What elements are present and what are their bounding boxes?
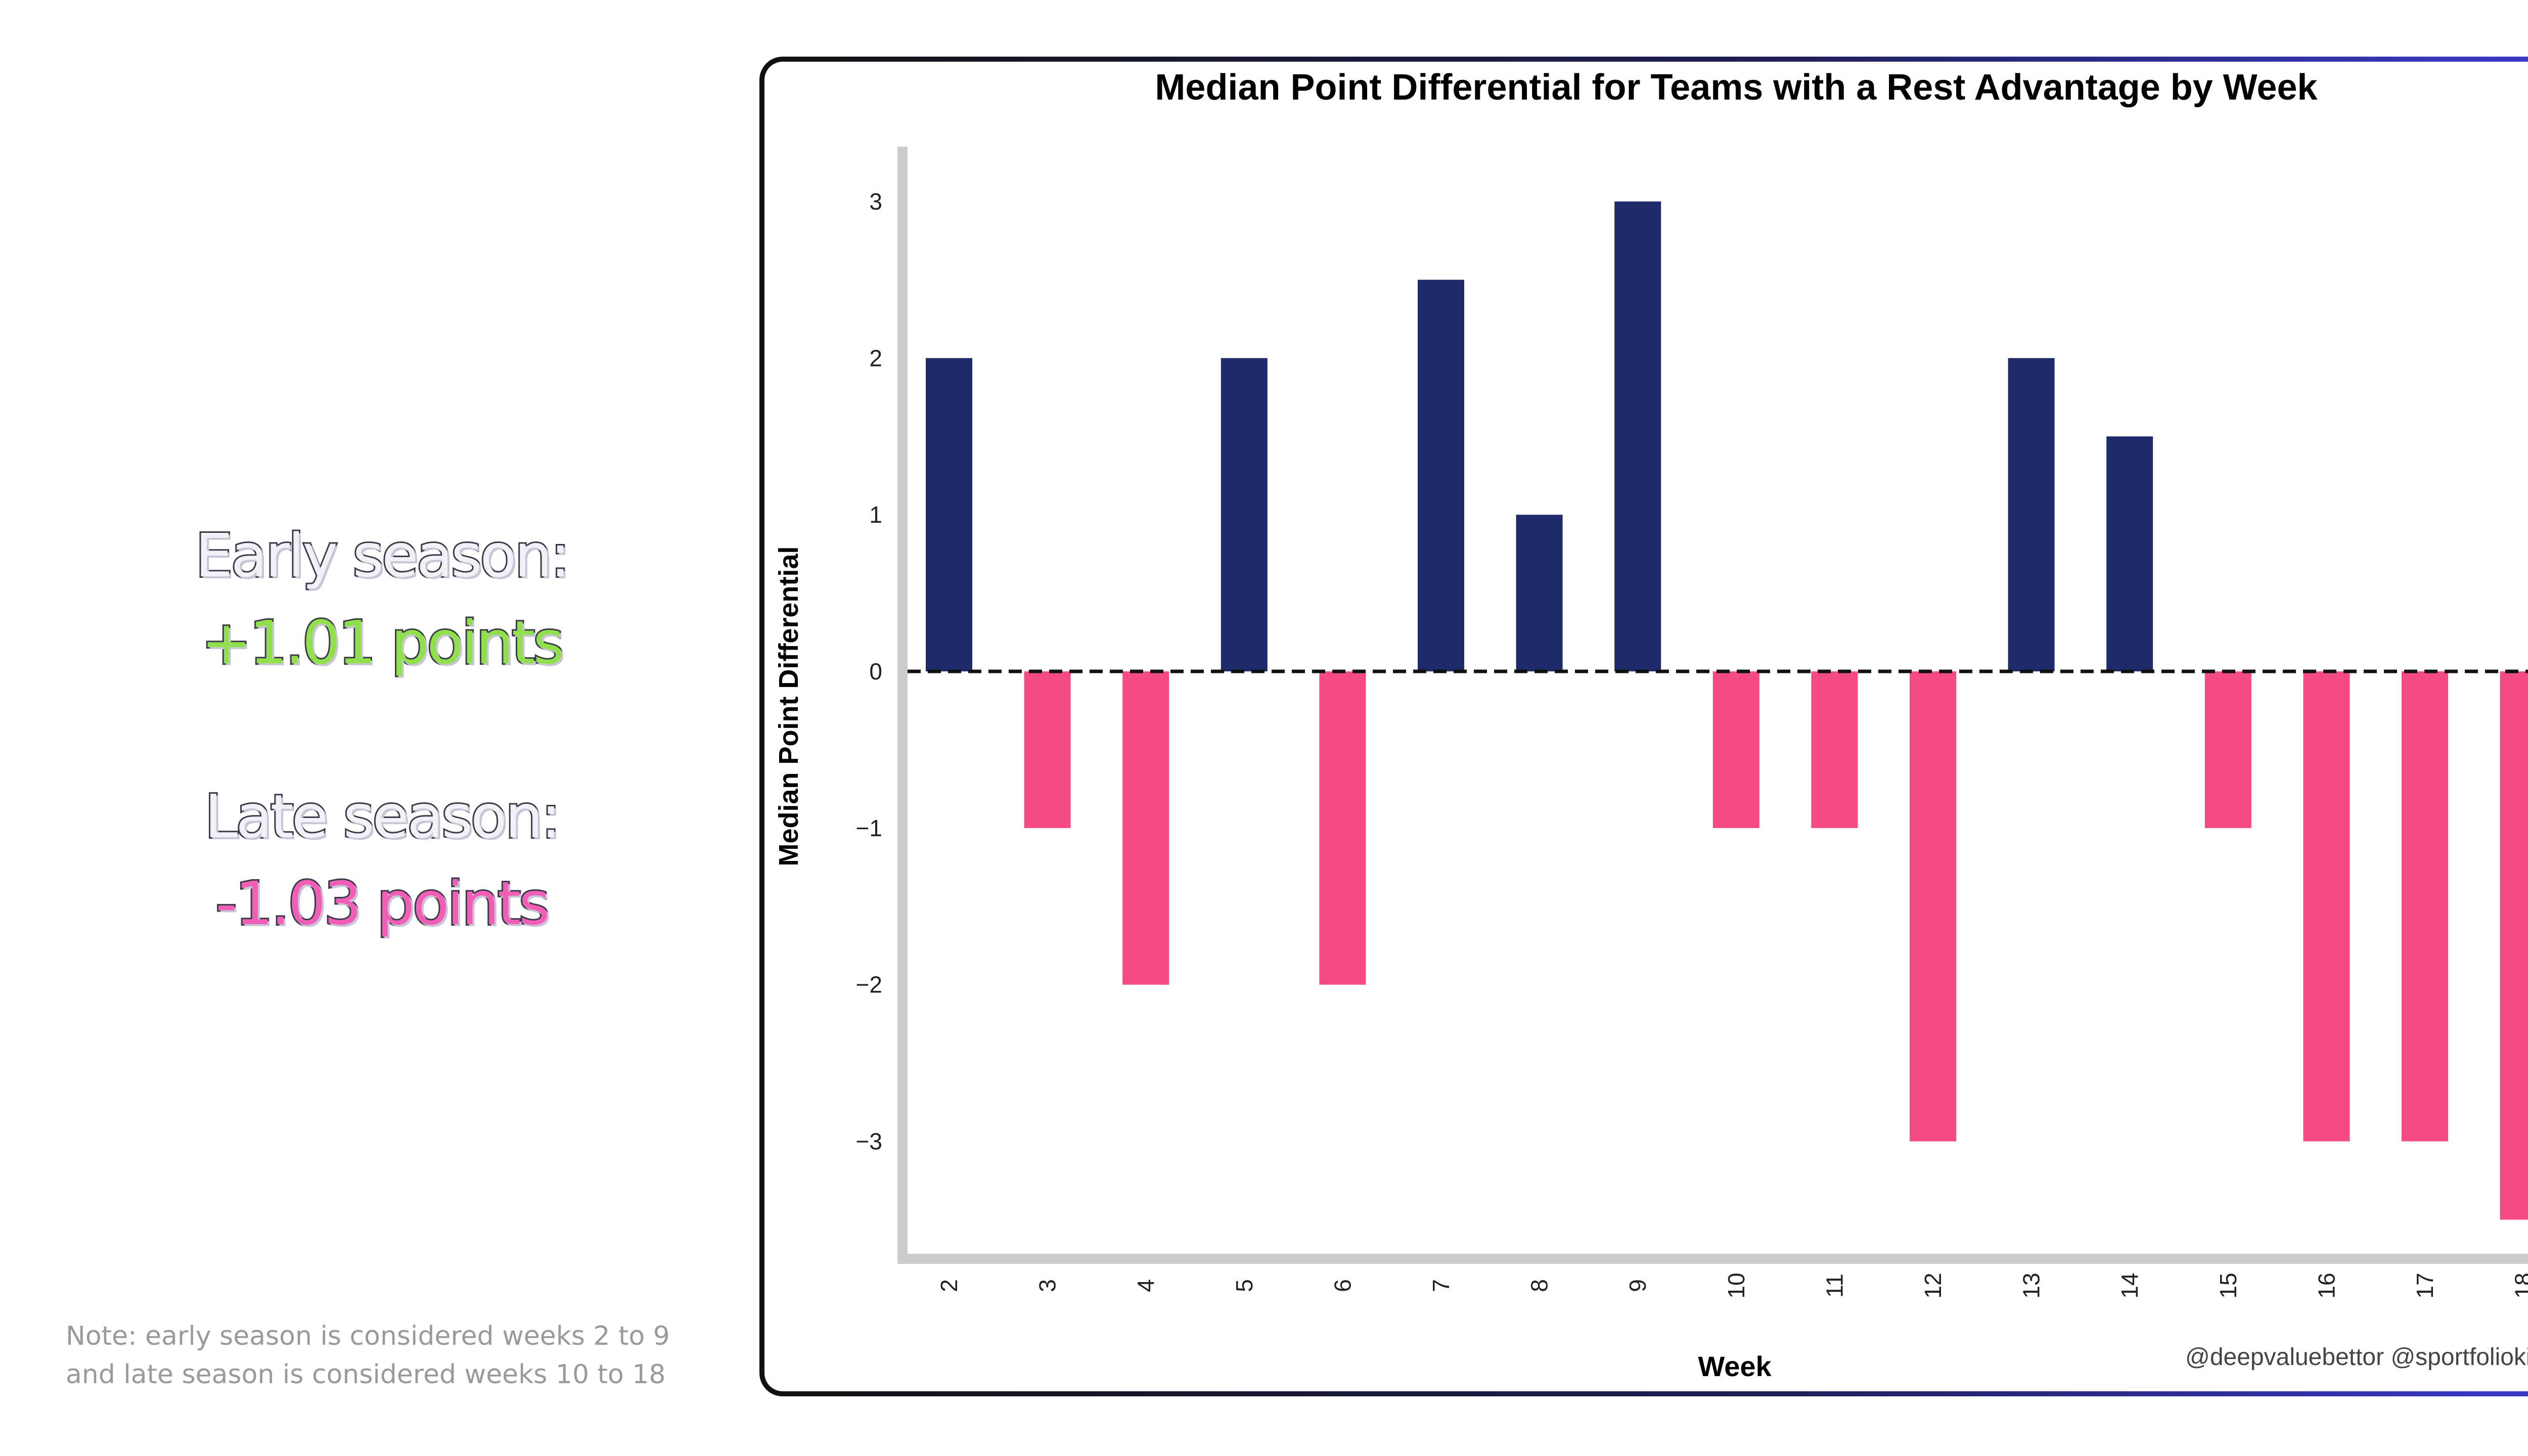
x-tick-label: 4: [1133, 1279, 1159, 1292]
y-ticks: 3 2 1 0 −1 −2 −3: [856, 188, 882, 1154]
y-tick-label: 0: [869, 658, 882, 685]
bar-week-2: [926, 358, 972, 672]
early-season-value: +1.01 points: [200, 608, 566, 677]
bar-week-15: [2204, 671, 2251, 828]
x-tick-label: 11: [1821, 1273, 1847, 1298]
bar-week-11: [1811, 671, 1858, 828]
x-tick-label: 17: [2412, 1272, 2438, 1298]
x-ticks: 2 3 4 5 6 7 8 9 10 11 12 13 14 15 16 17 18: [936, 1272, 2528, 1298]
chart-title: Median Point Differential for Teams with…: [1155, 67, 2318, 108]
bar-week-17: [2402, 671, 2448, 1142]
y-tick-label: −3: [856, 1128, 882, 1155]
x-tick-label: 2: [936, 1279, 962, 1292]
axes: [897, 147, 2528, 1264]
x-tick-label: 10: [1723, 1272, 1749, 1298]
bar-week-9: [1614, 201, 1661, 672]
x-tick-label: 15: [2215, 1272, 2241, 1298]
y-tick-label: 1: [869, 502, 882, 528]
x-tick-label: 8: [1526, 1279, 1553, 1292]
bar-week-5: [1221, 358, 1268, 672]
bar-week-16: [2303, 671, 2350, 1142]
bar-week-14: [2106, 436, 2153, 672]
x-tick-label: 7: [1428, 1279, 1454, 1292]
y-tick-label: −2: [856, 972, 882, 998]
x-tick-label: 5: [1231, 1279, 1257, 1292]
bar-week-10: [1712, 671, 1759, 828]
x-tick-label: 6: [1329, 1279, 1356, 1292]
season-note: Note: early season is considered weeks 2…: [66, 1317, 723, 1394]
bars: [926, 201, 2528, 1220]
x-tick-label: 9: [1624, 1279, 1651, 1292]
bar-week-13: [2008, 358, 2055, 672]
bar-week-3: [1024, 671, 1071, 828]
bar-week-12: [1910, 671, 1956, 1142]
x-tick-label: 16: [2313, 1272, 2339, 1298]
x-tick-label: 12: [1920, 1272, 1946, 1298]
bar-week-18: [2500, 671, 2528, 1220]
summary-panel: Early season: +1.01 points Late season: …: [0, 0, 758, 1456]
season-note-line-1: Note: early season is considered weeks 2…: [66, 1321, 670, 1351]
y-axis-label: Median Point Differential: [774, 546, 804, 866]
late-season-value: -1.03 points: [214, 869, 551, 938]
y-tick-label: 3: [869, 188, 882, 214]
bar-week-4: [1122, 671, 1169, 985]
bar-week-6: [1319, 671, 1366, 985]
x-tick-label: 13: [2018, 1272, 2045, 1298]
x-tick-label: 18: [2510, 1272, 2528, 1298]
early-season-label: Early season:: [194, 521, 572, 590]
y-tick-label: 2: [869, 345, 882, 371]
credit-text: @deepvaluebettor @sportfoliokings: [2185, 1344, 2528, 1371]
x-tick-label: 14: [2116, 1272, 2143, 1298]
bar-week-7: [1418, 280, 1464, 672]
late-season-label: Late season:: [203, 782, 562, 851]
y-tick-label: −1: [856, 815, 882, 841]
season-note-line-2: and late season is considered weeks 10 t…: [66, 1359, 666, 1390]
bar-week-8: [1516, 515, 1563, 672]
x-tick-label: 3: [1034, 1279, 1061, 1292]
x-axis-label: Week: [1698, 1350, 1772, 1382]
